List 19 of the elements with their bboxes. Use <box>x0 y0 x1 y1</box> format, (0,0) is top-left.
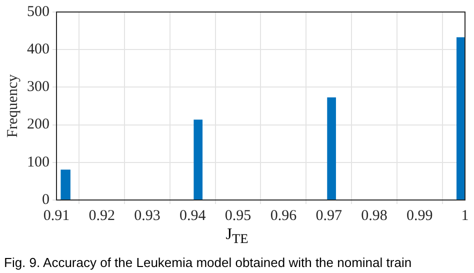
x-tick-label: 0.98 <box>361 208 388 224</box>
y-tick-label: 200 <box>27 116 50 133</box>
y-tick-label: 400 <box>27 42 50 58</box>
x-tick-label: 0.96 <box>270 208 298 224</box>
y-axis-title: Frequency <box>4 74 21 138</box>
y-tick-label: 300 <box>27 79 50 96</box>
x-tick-label: 0.92 <box>88 208 116 224</box>
caption: Fig. 9. Accuracy of the Leukemia model obtained with the nominal train <box>4 255 412 270</box>
x-tick-label: 0.95 <box>224 208 252 224</box>
x-tick-label: 0.97 <box>316 208 342 224</box>
x-axis-title: J$_{TE}$ <box>224 226 250 248</box>
y-tick-label: 500 <box>27 4 50 20</box>
y-tick-label: 100 <box>27 154 50 170</box>
y-tick-label: 0 <box>42 192 50 208</box>
x-tick-label: 0.93 <box>134 208 160 224</box>
x-tick-label: 0.94 <box>180 208 206 224</box>
x-tick-label: 0.91 <box>43 208 70 224</box>
x-tick-label: 1 <box>461 208 469 224</box>
x-tick-label: 0.99 <box>406 208 433 224</box>
